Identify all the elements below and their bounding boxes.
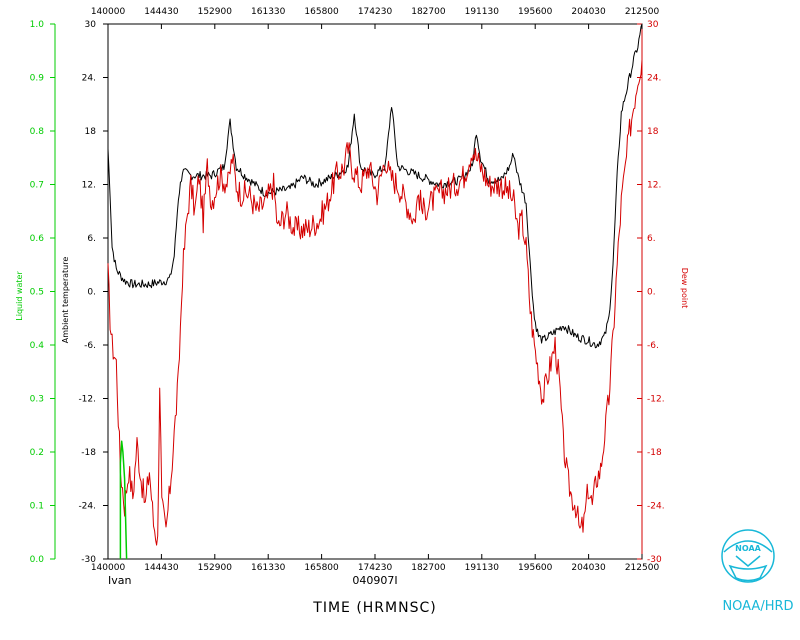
x-tick-label-bottom: 165800 <box>304 563 339 573</box>
liquid-water-tick-label: 0.0 <box>30 555 45 565</box>
noaa-logo-icon: NOAA <box>721 529 775 583</box>
x-tick-label-bottom: 152900 <box>198 563 233 573</box>
x-tick-label-top: 140000 <box>91 7 126 17</box>
dew-point-tick-label: -30 <box>647 555 662 565</box>
liquid-water-tick-label: 0.3 <box>30 395 44 405</box>
x-tick-label-top: 182700 <box>411 7 446 17</box>
ambient-temperature-tick-label: 0. <box>87 288 96 298</box>
dew-point-tick-label: 0. <box>647 288 656 298</box>
x-tick-label-bottom: 191130 <box>465 563 500 573</box>
x-tick-label-top: 144430 <box>144 7 179 17</box>
ambient-temperature-tick-label: -18 <box>81 448 96 458</box>
x-tick-label-top: 204030 <box>571 7 606 17</box>
x-tick-label-bottom: 144430 <box>144 563 179 573</box>
dew-point-tick-label: 18 <box>647 127 659 137</box>
liquid-water-tick-label: 0.4 <box>30 341 45 351</box>
dew-point-tick-label: -6. <box>647 341 659 351</box>
dew-point-series-line <box>107 59 643 546</box>
x-tick-label-top: 212500 <box>625 7 660 17</box>
x-tick-label-top: 165800 <box>304 7 339 17</box>
dew-point-ticks: -30 -24. -18 -12. -6. 0. 6. 12. 18 24. 30 <box>637 20 665 565</box>
liquid-water-tick-label: 0.7 <box>30 181 44 191</box>
ambient-temperature-tick-label: -30 <box>81 555 96 565</box>
ambient-temperature-tick-label: -24. <box>78 502 96 512</box>
x-tick-label-top: 174230 <box>358 7 393 17</box>
liquid-water-tick-label: 0.8 <box>30 127 45 137</box>
dew-point-tick-label: 30 <box>647 20 659 30</box>
liquid-water-tick-label: 0.9 <box>30 74 45 84</box>
date-label: 040907I <box>352 574 397 587</box>
noaa-hrd-caption: NOAA/HRD <box>722 599 793 614</box>
ambient-temperature-tick-label: 12. <box>82 181 96 191</box>
liquid-water-tick-label: 0.6 <box>30 234 45 244</box>
liquid-water-ticks: 0.0 0.1 0.2 0.3 0.4 0.5 0.6 0.7 0.8 0.9 1.0 <box>30 20 55 565</box>
plot-frame <box>107 23 643 560</box>
dew-point-tick-label: -18 <box>647 448 662 458</box>
ambient-temperature-series-line <box>107 23 643 349</box>
liquid-water-series-line <box>119 440 128 560</box>
x-ticks-top: 140000 144430 152900 161330 165800 174230 1827… <box>91 7 660 29</box>
liquid-water-tick-label: 0.5 <box>30 288 44 298</box>
ambient-temperature-tick-label: -12. <box>78 395 96 405</box>
ambient-temperature-tick-label: 24. <box>82 74 96 84</box>
x-tick-label-bottom: 195600 <box>518 563 553 573</box>
ambient-temperature-axis-title: Ambient temperature <box>61 257 70 344</box>
noaa-logo-text: NOAA <box>735 544 761 553</box>
x-tick-label-top: 195600 <box>518 7 553 17</box>
ambient-temperature-tick-label: 18 <box>85 127 97 137</box>
liquid-water-tick-label: 0.1 <box>30 502 44 512</box>
dew-point-tick-label: -24. <box>647 502 665 512</box>
dew-point-tick-label: -12. <box>647 395 665 405</box>
x-tick-label-bottom: 140000 <box>91 563 126 573</box>
flight-label: Ivan <box>108 574 131 587</box>
x-tick-label-top: 191130 <box>465 7 500 17</box>
liquid-water-tick-label: 1.0 <box>30 20 45 30</box>
x-tick-label-bottom: 212500 <box>625 563 660 573</box>
x-tick-label-bottom: 174230 <box>358 563 393 573</box>
ambient-temperature-tick-label: 6. <box>87 234 96 244</box>
dew-point-tick-label: 12. <box>647 181 661 191</box>
x-tick-label-top: 161330 <box>251 7 286 17</box>
dew-point-tick-label: 24. <box>647 74 661 84</box>
x-tick-label-bottom: 204030 <box>571 563 606 573</box>
dew-point-tick-label: 6. <box>647 234 656 244</box>
liquid-water-axis-title: Liquid water <box>15 271 24 321</box>
liquid-water-tick-label: 0.2 <box>30 448 44 458</box>
ambient-temperature-ticks: -30 -24. -18 -12. -6. 0. 6. 12. 18 24. 30 <box>78 20 108 565</box>
dew-point-axis-title: Dew point <box>680 268 689 309</box>
series-layer <box>107 23 643 560</box>
x-axis-title: TIME (HRMNSC) <box>312 600 436 616</box>
x-tick-label-bottom: 182700 <box>411 563 446 573</box>
x-ticks-bottom: 140000 144430 152900 161330 165800 174230 1827… <box>91 554 660 573</box>
x-tick-label-top: 152900 <box>198 7 233 17</box>
x-tick-label-bottom: 161330 <box>251 563 286 573</box>
ambient-temperature-tick-label: -6. <box>84 341 96 351</box>
ambient-temperature-tick-label: 30 <box>85 20 97 30</box>
